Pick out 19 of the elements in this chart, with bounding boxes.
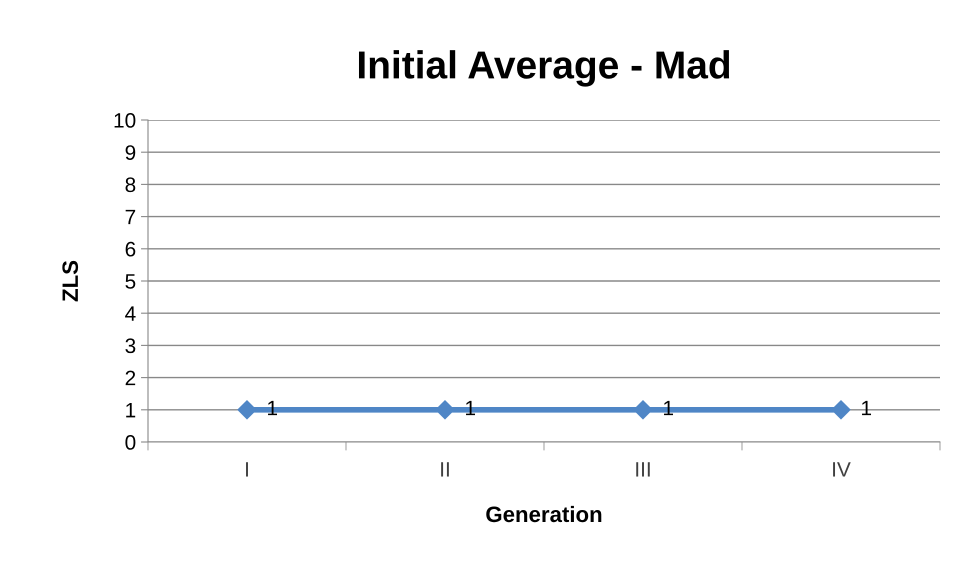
y-tick-label: 6 — [126, 242, 136, 257]
y-tick-label: 1 — [126, 403, 136, 418]
x-tick-label: III — [636, 462, 650, 477]
y-tick-label: 10 — [114, 113, 136, 128]
y-tick-label: 3 — [125, 338, 136, 354]
data-label: 1 — [862, 400, 872, 416]
y-tick-label: 9 — [126, 145, 136, 160]
y-tick-label: 5 — [125, 274, 136, 289]
x-axis-title: Generation — [486, 506, 602, 522]
y-tick-label: 2 — [126, 370, 136, 386]
x-tick-label: II — [441, 462, 449, 477]
y-tick-label: 4 — [125, 306, 136, 321]
y-tick-label: 0 — [125, 435, 136, 450]
x-tick-label: I — [246, 462, 248, 477]
chart-title: Initial Average - Mad — [358, 50, 730, 87]
y-axis-title: ZLS — [62, 260, 78, 302]
x-tick-label: IV — [833, 462, 851, 477]
y-tick-label: 8 — [126, 177, 136, 192]
y-tick-label: 7 — [126, 210, 136, 224]
